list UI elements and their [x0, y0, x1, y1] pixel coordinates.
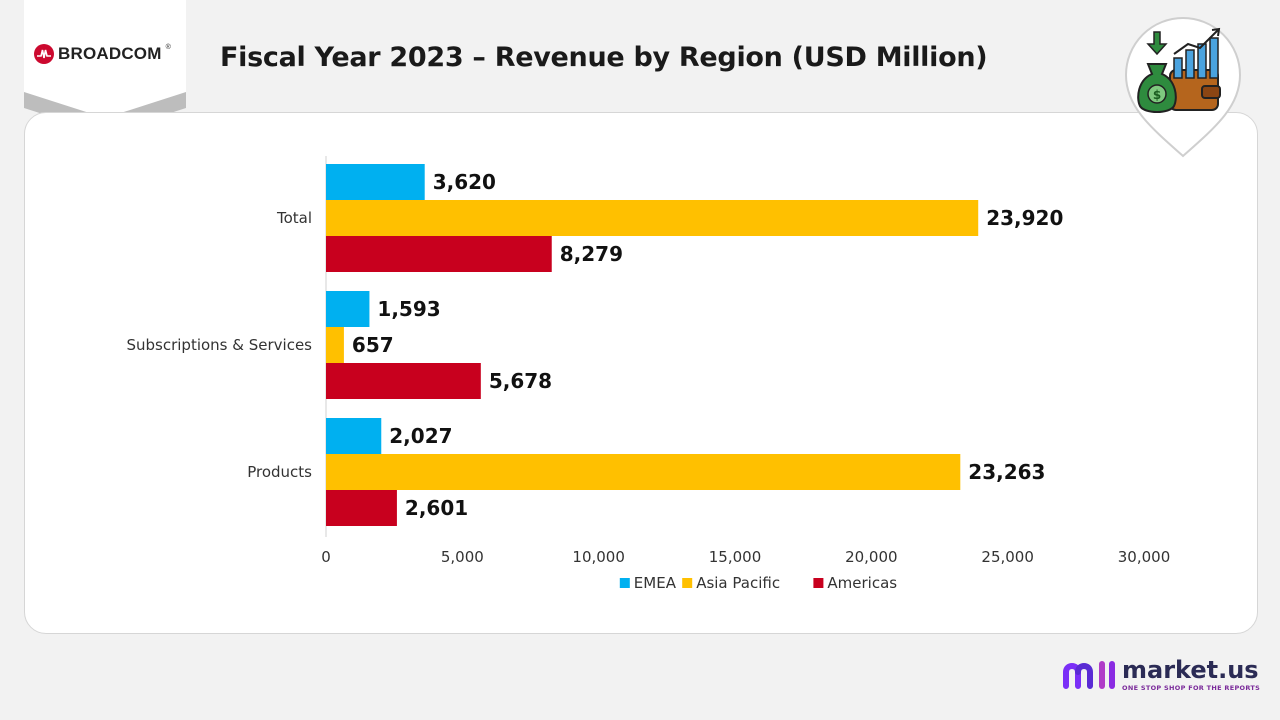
- legend-label: Americas: [827, 574, 897, 592]
- category-label: Total: [276, 209, 312, 227]
- data-label: 5,678: [489, 369, 552, 393]
- bar-emea: [326, 164, 425, 200]
- broadcom-logo[interactable]: BROADCOM ®: [34, 42, 171, 66]
- data-label: 8,279: [560, 242, 623, 266]
- data-label: 3,620: [433, 170, 496, 194]
- brand-name: BROADCOM: [58, 44, 162, 63]
- legend-label: EMEA: [634, 574, 677, 592]
- broadcom-pulse-icon: [34, 44, 54, 64]
- x-tick-label: 15,000: [709, 548, 762, 566]
- bar-asia-pacific: [326, 200, 979, 236]
- x-tick-label: 10,000: [572, 548, 625, 566]
- bar-emea: [326, 418, 382, 454]
- x-tick-label: 0: [321, 548, 331, 566]
- x-tick-label: 20,000: [845, 548, 898, 566]
- page-title: Fiscal Year 2023 – Revenue by Region (US…: [220, 42, 988, 73]
- legend-label: Asia Pacific: [696, 574, 780, 592]
- category-label: Products: [247, 463, 312, 481]
- data-label: 23,263: [968, 460, 1045, 484]
- brand-mark: ®: [165, 44, 171, 51]
- x-tick-label: 5,000: [441, 548, 484, 566]
- money-growth-badge-icon: $: [1124, 16, 1242, 158]
- data-label: 2,601: [405, 496, 468, 520]
- bar-americas: [326, 490, 397, 526]
- footer-tagline: ONE STOP SHOP FOR THE REPORTS: [1122, 684, 1261, 692]
- legend-swatch: [619, 578, 630, 588]
- legend-swatch: [682, 578, 693, 588]
- data-label: 2,027: [389, 424, 452, 448]
- bar-asia-pacific: [326, 454, 961, 490]
- bar-chart: Total 3,620 23,920 8,279 Subscriptions & Ser…: [126, 156, 1171, 592]
- market-us-logo-icon[interactable]: [1062, 656, 1262, 696]
- chart-card: Total 3,620 23,920 8,279 Subscriptions & Ser…: [24, 112, 1258, 634]
- svg-text:$: $: [1153, 88, 1161, 102]
- category-label: Subscriptions & Services: [126, 336, 312, 354]
- bar-americas: [326, 363, 481, 399]
- logo-banner: [24, 0, 186, 134]
- data-label: 23,920: [986, 206, 1063, 230]
- x-tick-label: 30,000: [1118, 548, 1171, 566]
- data-label: 657: [352, 333, 394, 357]
- legend-swatch: [813, 578, 824, 588]
- footer-brand: market.us: [1122, 656, 1259, 684]
- data-label: 1,593: [377, 297, 440, 321]
- bar-emea: [326, 291, 370, 327]
- bar-asia-pacific: [326, 327, 344, 363]
- x-tick-label: 25,000: [981, 548, 1034, 566]
- bar-americas: [326, 236, 552, 272]
